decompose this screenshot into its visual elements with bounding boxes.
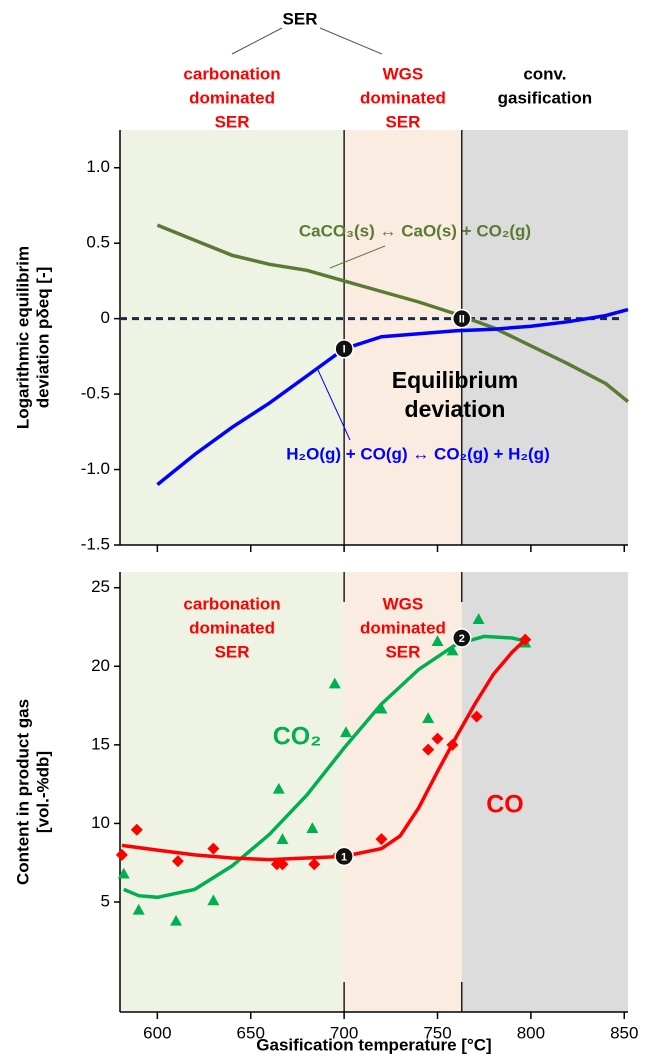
region-label: conv. xyxy=(523,64,566,83)
y-tick-label: 1.0 xyxy=(86,157,110,176)
fit-line xyxy=(123,634,526,900)
y-axis-label: Content in product gas xyxy=(13,699,32,885)
region-label: dominated xyxy=(360,618,446,637)
region-label: WGS xyxy=(383,64,424,83)
data-point xyxy=(470,710,483,723)
y-tick-label: 5 xyxy=(101,891,110,910)
data-point xyxy=(446,644,459,656)
point-marker xyxy=(452,628,472,648)
series-label: CaCO₃(s) ↔ CaO(s) + CO₂(g) xyxy=(299,221,531,240)
region-label: SER xyxy=(215,642,250,661)
y-axis-label: deviation pδeq [-] xyxy=(33,267,52,409)
data-point xyxy=(207,842,220,855)
x-tick-label: 850 xyxy=(610,1023,638,1042)
point-marker xyxy=(334,339,354,359)
region xyxy=(120,130,345,545)
y-tick-label: 15 xyxy=(91,734,110,753)
x-tick-label: 650 xyxy=(237,1023,265,1042)
point-label: 1 xyxy=(341,851,347,863)
region-label: dominated xyxy=(189,88,275,107)
data-point xyxy=(170,914,183,926)
y-tick-label: 0 xyxy=(101,308,110,327)
region-label: SER xyxy=(215,112,250,131)
region xyxy=(344,572,462,1012)
annotation: Equilibrium xyxy=(392,367,519,393)
data-point xyxy=(328,677,341,689)
series-label: H₂O(g) + CO(g) ↔ CO₂(g) + H₂(g) xyxy=(286,444,549,463)
y-tick-label: 0.5 xyxy=(86,233,110,252)
region xyxy=(344,130,462,545)
point-label: 2 xyxy=(459,633,465,645)
data-point xyxy=(207,894,220,906)
x-tick-label: 800 xyxy=(517,1023,545,1042)
x-axis-label: Gasification temperature [°C] xyxy=(256,1035,491,1054)
data-point xyxy=(117,867,130,879)
data-point xyxy=(431,732,444,745)
series-line xyxy=(156,307,629,486)
annotation-leader xyxy=(317,369,351,441)
region-label: SER xyxy=(385,642,420,661)
point-label: II xyxy=(459,314,465,326)
data-point xyxy=(431,635,444,646)
y-axis-label: Logarithmic equilibrim xyxy=(13,246,32,429)
data-point xyxy=(115,848,128,861)
region-label: carbonation xyxy=(183,594,280,613)
header-leader xyxy=(319,27,383,55)
region-label: gasification xyxy=(498,88,592,107)
data-point xyxy=(272,782,285,794)
annotation: deviation xyxy=(405,396,506,422)
data-point xyxy=(422,743,435,756)
data-point xyxy=(339,726,352,738)
y-tick-label: 25 xyxy=(91,577,110,596)
header-leader xyxy=(231,27,283,55)
region xyxy=(120,572,345,1012)
y-tick-label: -1.5 xyxy=(81,534,110,553)
point-marker xyxy=(452,308,472,329)
point-label: I xyxy=(343,344,346,356)
region-label: SER xyxy=(385,112,420,131)
y-tick-label: 20 xyxy=(91,656,110,675)
region-label: carbonation xyxy=(183,64,280,83)
x-tick-label: 600 xyxy=(143,1023,171,1042)
data-point xyxy=(519,633,532,646)
data-point xyxy=(472,613,485,624)
data-point xyxy=(276,858,289,871)
data-point xyxy=(171,855,184,868)
header: SER xyxy=(283,9,318,28)
data-point xyxy=(375,833,388,846)
data-point xyxy=(276,833,289,844)
data-point xyxy=(308,858,321,871)
series-label: CO₂ xyxy=(273,723,322,751)
data-point xyxy=(306,822,319,833)
fit-line xyxy=(121,638,527,862)
y-tick-label: 10 xyxy=(91,813,110,832)
data-point xyxy=(422,712,435,723)
y-axis-label: [vol.-%db] xyxy=(33,751,52,833)
annotation-leader xyxy=(329,245,386,269)
region-label: dominated xyxy=(189,618,275,637)
series-label: CO xyxy=(486,791,524,819)
x-tick-label: 700 xyxy=(330,1023,358,1042)
y-tick-label: -1.0 xyxy=(81,459,110,478)
data-point xyxy=(130,823,143,836)
data-point xyxy=(446,738,459,751)
series-line xyxy=(156,223,630,403)
region xyxy=(461,130,628,545)
y-tick-label: -0.5 xyxy=(81,384,110,403)
data-point xyxy=(132,903,145,915)
x-tick-label: 750 xyxy=(423,1023,451,1042)
region xyxy=(461,572,628,1012)
point-marker xyxy=(334,846,354,867)
data-point xyxy=(375,702,388,714)
region-label: WGS xyxy=(383,594,424,613)
region-label: dominated xyxy=(360,88,446,107)
